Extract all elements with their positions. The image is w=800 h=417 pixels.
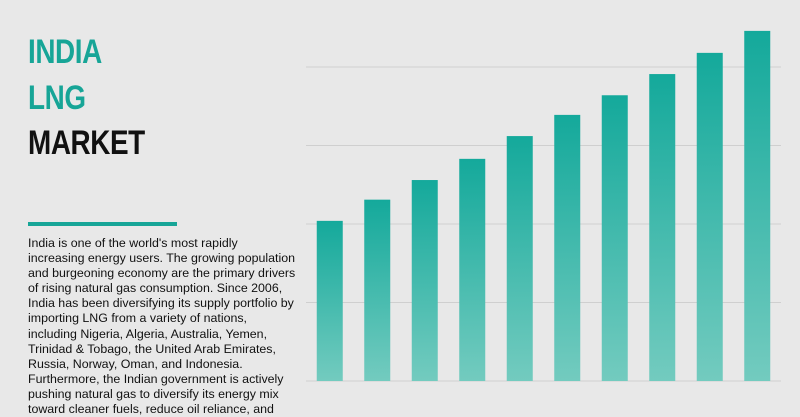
bar: [459, 158, 486, 381]
bar: [649, 74, 676, 381]
bar: [696, 52, 723, 382]
bar: [316, 220, 343, 381]
title-line: LNG: [28, 78, 86, 117]
page: INDIA LNG MARKET India is one of the wor…: [28, 30, 781, 417]
bar: [554, 114, 581, 381]
bar: [506, 136, 533, 381]
bar: [601, 95, 628, 381]
title: INDIA LNG MARKET: [28, 30, 145, 167]
title-line: MARKET: [28, 124, 145, 162]
bar: [364, 199, 391, 381]
chart: [306, 30, 781, 382]
bar: [411, 180, 438, 381]
bar: [744, 30, 771, 381]
accent-rule: [28, 222, 177, 226]
title-line: INDIA: [28, 33, 102, 71]
